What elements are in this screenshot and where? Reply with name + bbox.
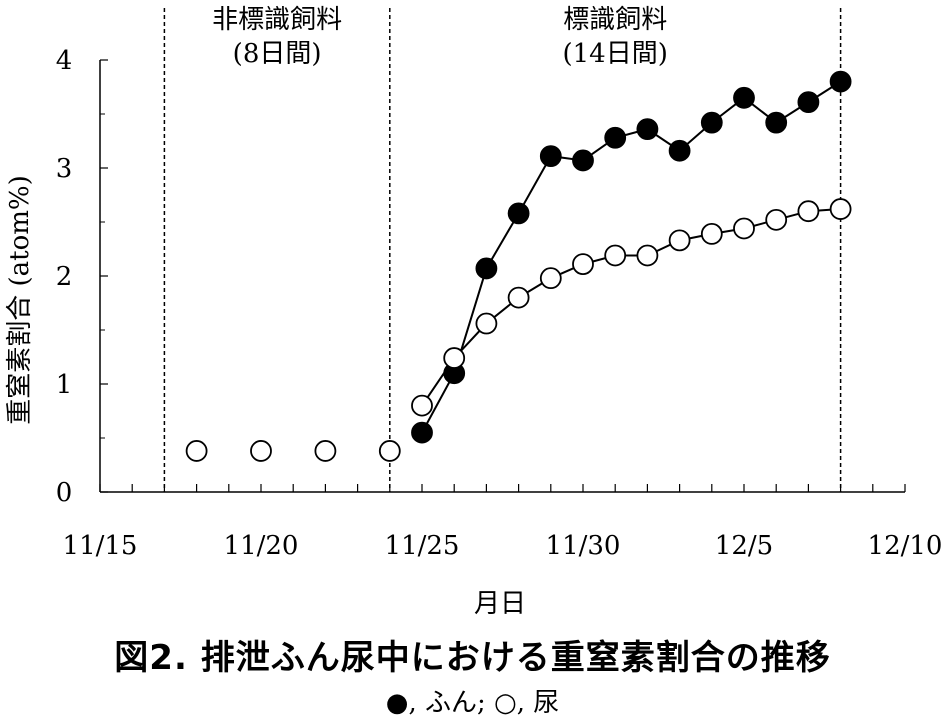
series-line [421, 80, 842, 434]
data-point-urine [636, 244, 659, 267]
data-point-urine [378, 440, 401, 462]
data-point-feces [636, 118, 659, 141]
data-point-urine [411, 394, 433, 417]
data-point-urine [700, 222, 723, 245]
data-point-feces [411, 421, 433, 444]
data-point-urine [507, 286, 530, 309]
figure-caption: 図2. 排泄ふん尿中における重窒素割合の推移 [114, 638, 831, 678]
period-duration-label: (8日間) [233, 39, 322, 69]
chart: 11/15 11/20 11/25 11/30 12/5 12/10 0 1 2 3 4 非標識飼料… [5, 5, 943, 619]
series-lines [421, 80, 842, 434]
data-point-feces [604, 126, 627, 149]
y-tick-label: 4 [56, 46, 73, 76]
legend: ●, ふん; ○, 尿 [385, 688, 560, 718]
x-tick-label: 12/5 [715, 531, 773, 561]
data-point-feces [700, 111, 723, 134]
data-point-urine [733, 217, 755, 240]
period-label: 標識飼料 [563, 5, 667, 35]
series-line [421, 208, 841, 407]
data-point-feces [765, 111, 788, 134]
series-points [185, 70, 852, 462]
x-tick-label: 11/20 [224, 531, 299, 561]
data-point-urine [185, 440, 208, 462]
y-tick-label: 1 [56, 370, 73, 400]
data-point-feces [733, 86, 755, 109]
data-point-urine [572, 253, 594, 276]
data-point-feces [797, 91, 820, 114]
data-point-urine [797, 200, 820, 223]
x-axis-label: 月日 [474, 589, 526, 619]
data-point-urine [829, 198, 852, 220]
data-point-feces [829, 70, 852, 93]
data-point-urine [765, 208, 788, 231]
y-tick-label: 2 [56, 262, 73, 292]
data-point-urine [604, 244, 627, 267]
axes: 11/15 11/20 11/25 11/30 12/5 12/10 0 1 2 3 4 [56, 46, 943, 561]
y-axis-label: 重窒素割合 (atom%) [5, 175, 35, 425]
data-point-feces [507, 202, 530, 225]
period-duration-label: (14日間) [563, 39, 668, 69]
data-point-urine [443, 347, 466, 369]
data-point-urine [314, 440, 337, 462]
data-point-feces [668, 139, 691, 162]
data-point-urine [475, 312, 498, 335]
period-markers: 非標識飼料 (8日間) 標識飼料 (14日間) [163, 5, 842, 492]
x-tick-label: 12/10 [868, 531, 943, 561]
x-tick-label: 11/25 [385, 531, 460, 561]
data-point-feces [539, 145, 562, 168]
x-tick-label: 11/30 [546, 531, 621, 561]
y-tick-label: 3 [56, 154, 73, 184]
data-point-feces [475, 257, 498, 280]
data-point-urine [539, 267, 562, 290]
data-point-feces [572, 149, 594, 172]
y-tick-label: 0 [56, 478, 73, 508]
x-tick-label: 11/15 [63, 531, 138, 561]
data-point-urine [250, 440, 272, 462]
data-point-urine [668, 229, 691, 252]
period-label: 非標識飼料 [212, 5, 342, 35]
